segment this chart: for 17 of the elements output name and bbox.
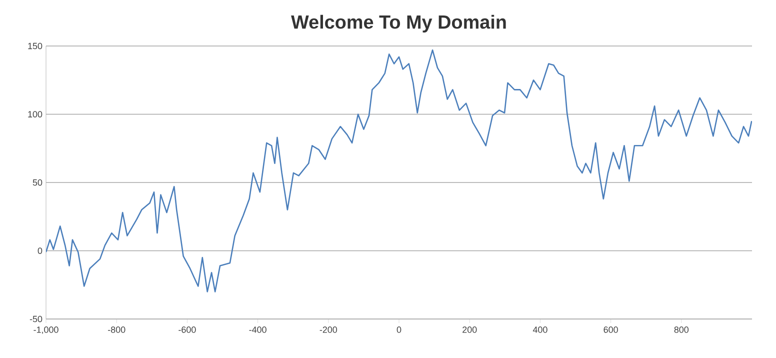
chart-title: Welcome To My Domain [291, 14, 506, 32]
x-tick-label: 400 [532, 326, 548, 333]
x-tick-label: -800 [108, 326, 126, 333]
x-tick-label: 600 [604, 326, 618, 333]
x-tick-label: 200 [462, 326, 477, 333]
x-tick-label: 0 [396, 326, 402, 333]
x-tick-label: -600 [178, 326, 196, 333]
x-tick-label: -400 [249, 326, 266, 333]
y-tick-label: 50 [32, 179, 42, 186]
y-tick-label: 150 [28, 42, 42, 50]
line-series [46, 49, 752, 292]
x-tick-label: -200 [320, 326, 338, 333]
x-tick-label: -1,000 [34, 326, 58, 334]
y-tick-label: -50 [30, 316, 42, 322]
x-tick-label: 800 [674, 326, 689, 333]
y-tick-label: 100 [28, 111, 42, 118]
y-tick-label: 0 [38, 248, 42, 254]
